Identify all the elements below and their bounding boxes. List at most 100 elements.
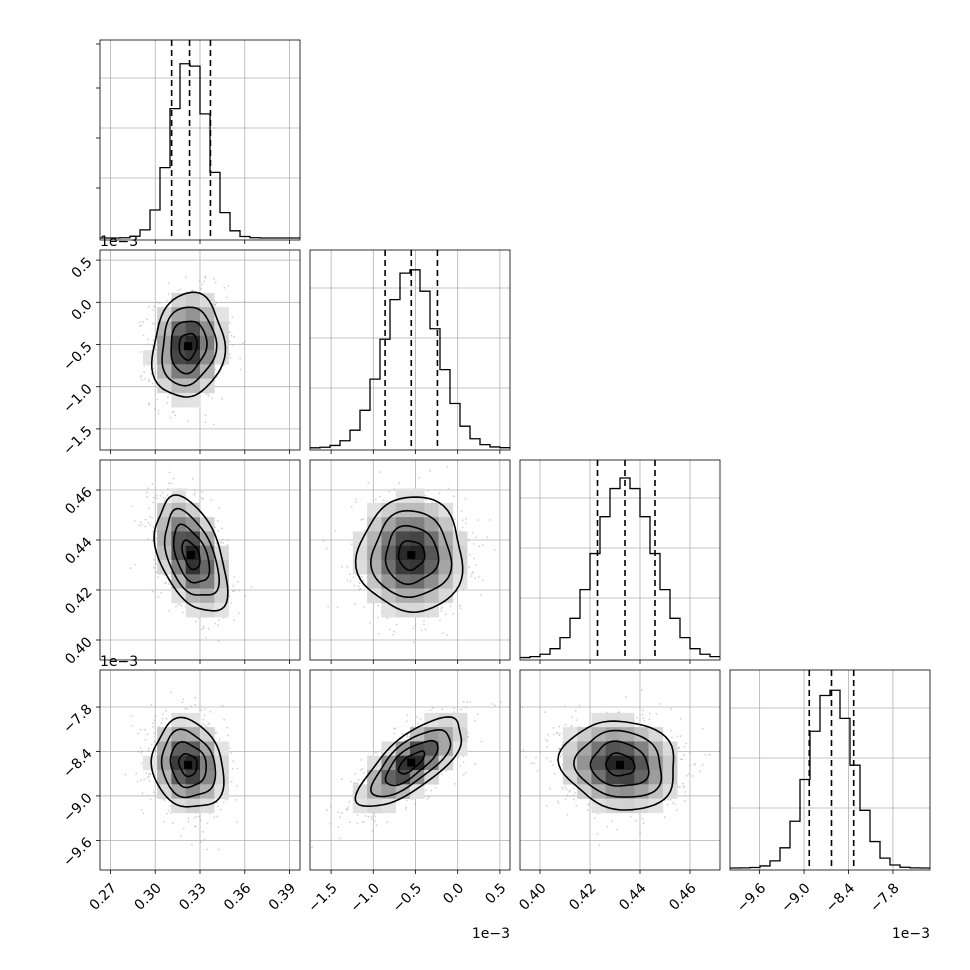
sample-point <box>232 344 234 346</box>
sample-point <box>227 539 229 541</box>
sample-point <box>325 809 328 812</box>
sample-point <box>465 706 468 708</box>
sample-point <box>406 720 408 723</box>
sample-point <box>155 494 158 497</box>
sample-point <box>207 723 210 726</box>
sample-point <box>152 722 155 725</box>
sample-point <box>204 724 207 727</box>
sample-point <box>167 488 169 490</box>
contour-line-2 <box>160 728 217 799</box>
sample-point <box>184 708 186 710</box>
sample-point <box>190 705 193 708</box>
sample-point <box>199 819 202 822</box>
sample-point <box>423 620 425 622</box>
density-cell <box>367 531 382 547</box>
sample-point <box>194 703 196 706</box>
sample-point <box>162 496 165 499</box>
sample-point <box>208 722 211 725</box>
sample-point <box>169 805 172 807</box>
sample-point <box>475 536 477 539</box>
peak-marker <box>184 342 193 351</box>
sample-point <box>414 624 417 627</box>
sample-point <box>140 728 142 731</box>
sample-point <box>358 589 361 591</box>
sample-point <box>406 735 409 738</box>
sample-point <box>143 778 146 780</box>
sample-point <box>349 580 352 583</box>
sample-point <box>139 376 142 378</box>
density-cell <box>142 350 158 365</box>
sample-point <box>386 617 389 620</box>
sample-point <box>218 848 221 851</box>
sample-point <box>341 812 343 815</box>
sample-point <box>386 500 388 503</box>
sample-point <box>201 497 203 500</box>
sample-point <box>161 717 164 720</box>
sample-point <box>193 817 196 819</box>
sample-point <box>379 495 381 498</box>
sample-point <box>357 778 360 781</box>
sample-point <box>226 544 229 546</box>
sample-point <box>146 733 149 736</box>
sample-point <box>167 809 170 812</box>
sample-point <box>395 623 398 626</box>
sample-point <box>215 301 218 304</box>
sample-point <box>151 539 154 542</box>
density-cell <box>214 741 229 757</box>
density-cell <box>410 784 425 799</box>
sample-point <box>336 606 339 609</box>
sample-point <box>459 604 461 607</box>
sample-point <box>191 477 194 480</box>
density-cell <box>185 588 201 604</box>
peak-marker <box>407 758 416 767</box>
sample-point <box>221 397 223 400</box>
sample-point <box>111 343 113 346</box>
sample-point <box>355 498 357 500</box>
sample-point <box>230 334 233 337</box>
sample-point <box>431 707 434 709</box>
density-cell <box>381 545 397 561</box>
sample-point <box>219 808 222 811</box>
sample-point <box>461 526 464 529</box>
density-cell <box>424 712 439 728</box>
sample-point <box>683 745 686 748</box>
sample-point <box>438 492 441 495</box>
sample-point <box>147 403 150 406</box>
sample-point <box>430 789 433 792</box>
sample-point <box>169 812 172 814</box>
sample-point <box>146 338 149 341</box>
sample-point <box>425 499 428 501</box>
sample-point <box>363 821 366 823</box>
sample-point <box>212 277 215 280</box>
sample-point <box>155 571 158 574</box>
sample-point <box>182 698 185 701</box>
sample-point <box>470 575 473 577</box>
sample-point <box>194 492 197 495</box>
sample-point <box>180 604 183 607</box>
sample-point <box>374 498 377 501</box>
density-cell <box>367 755 382 771</box>
sample-point <box>228 353 231 356</box>
sample-point <box>139 351 142 353</box>
density-cell <box>438 545 454 561</box>
sample-point <box>194 696 197 699</box>
sample-point <box>359 769 362 771</box>
panel-frame <box>309 669 511 871</box>
sample-point <box>187 817 190 820</box>
contour-line-3 <box>150 291 227 398</box>
sample-point <box>149 798 152 801</box>
sample-point <box>222 801 225 803</box>
sample-point <box>361 821 364 823</box>
sample-point <box>374 815 377 818</box>
sample-point <box>153 741 156 743</box>
sample-point <box>201 490 204 493</box>
density-cell <box>157 545 172 561</box>
sample-point <box>157 596 160 598</box>
sample-point <box>215 542 217 544</box>
sample-point <box>239 368 242 371</box>
sample-point <box>393 727 395 730</box>
sample-point <box>148 378 151 381</box>
sample-point <box>470 572 473 575</box>
sample-point <box>214 622 216 625</box>
sample-point <box>412 641 415 644</box>
